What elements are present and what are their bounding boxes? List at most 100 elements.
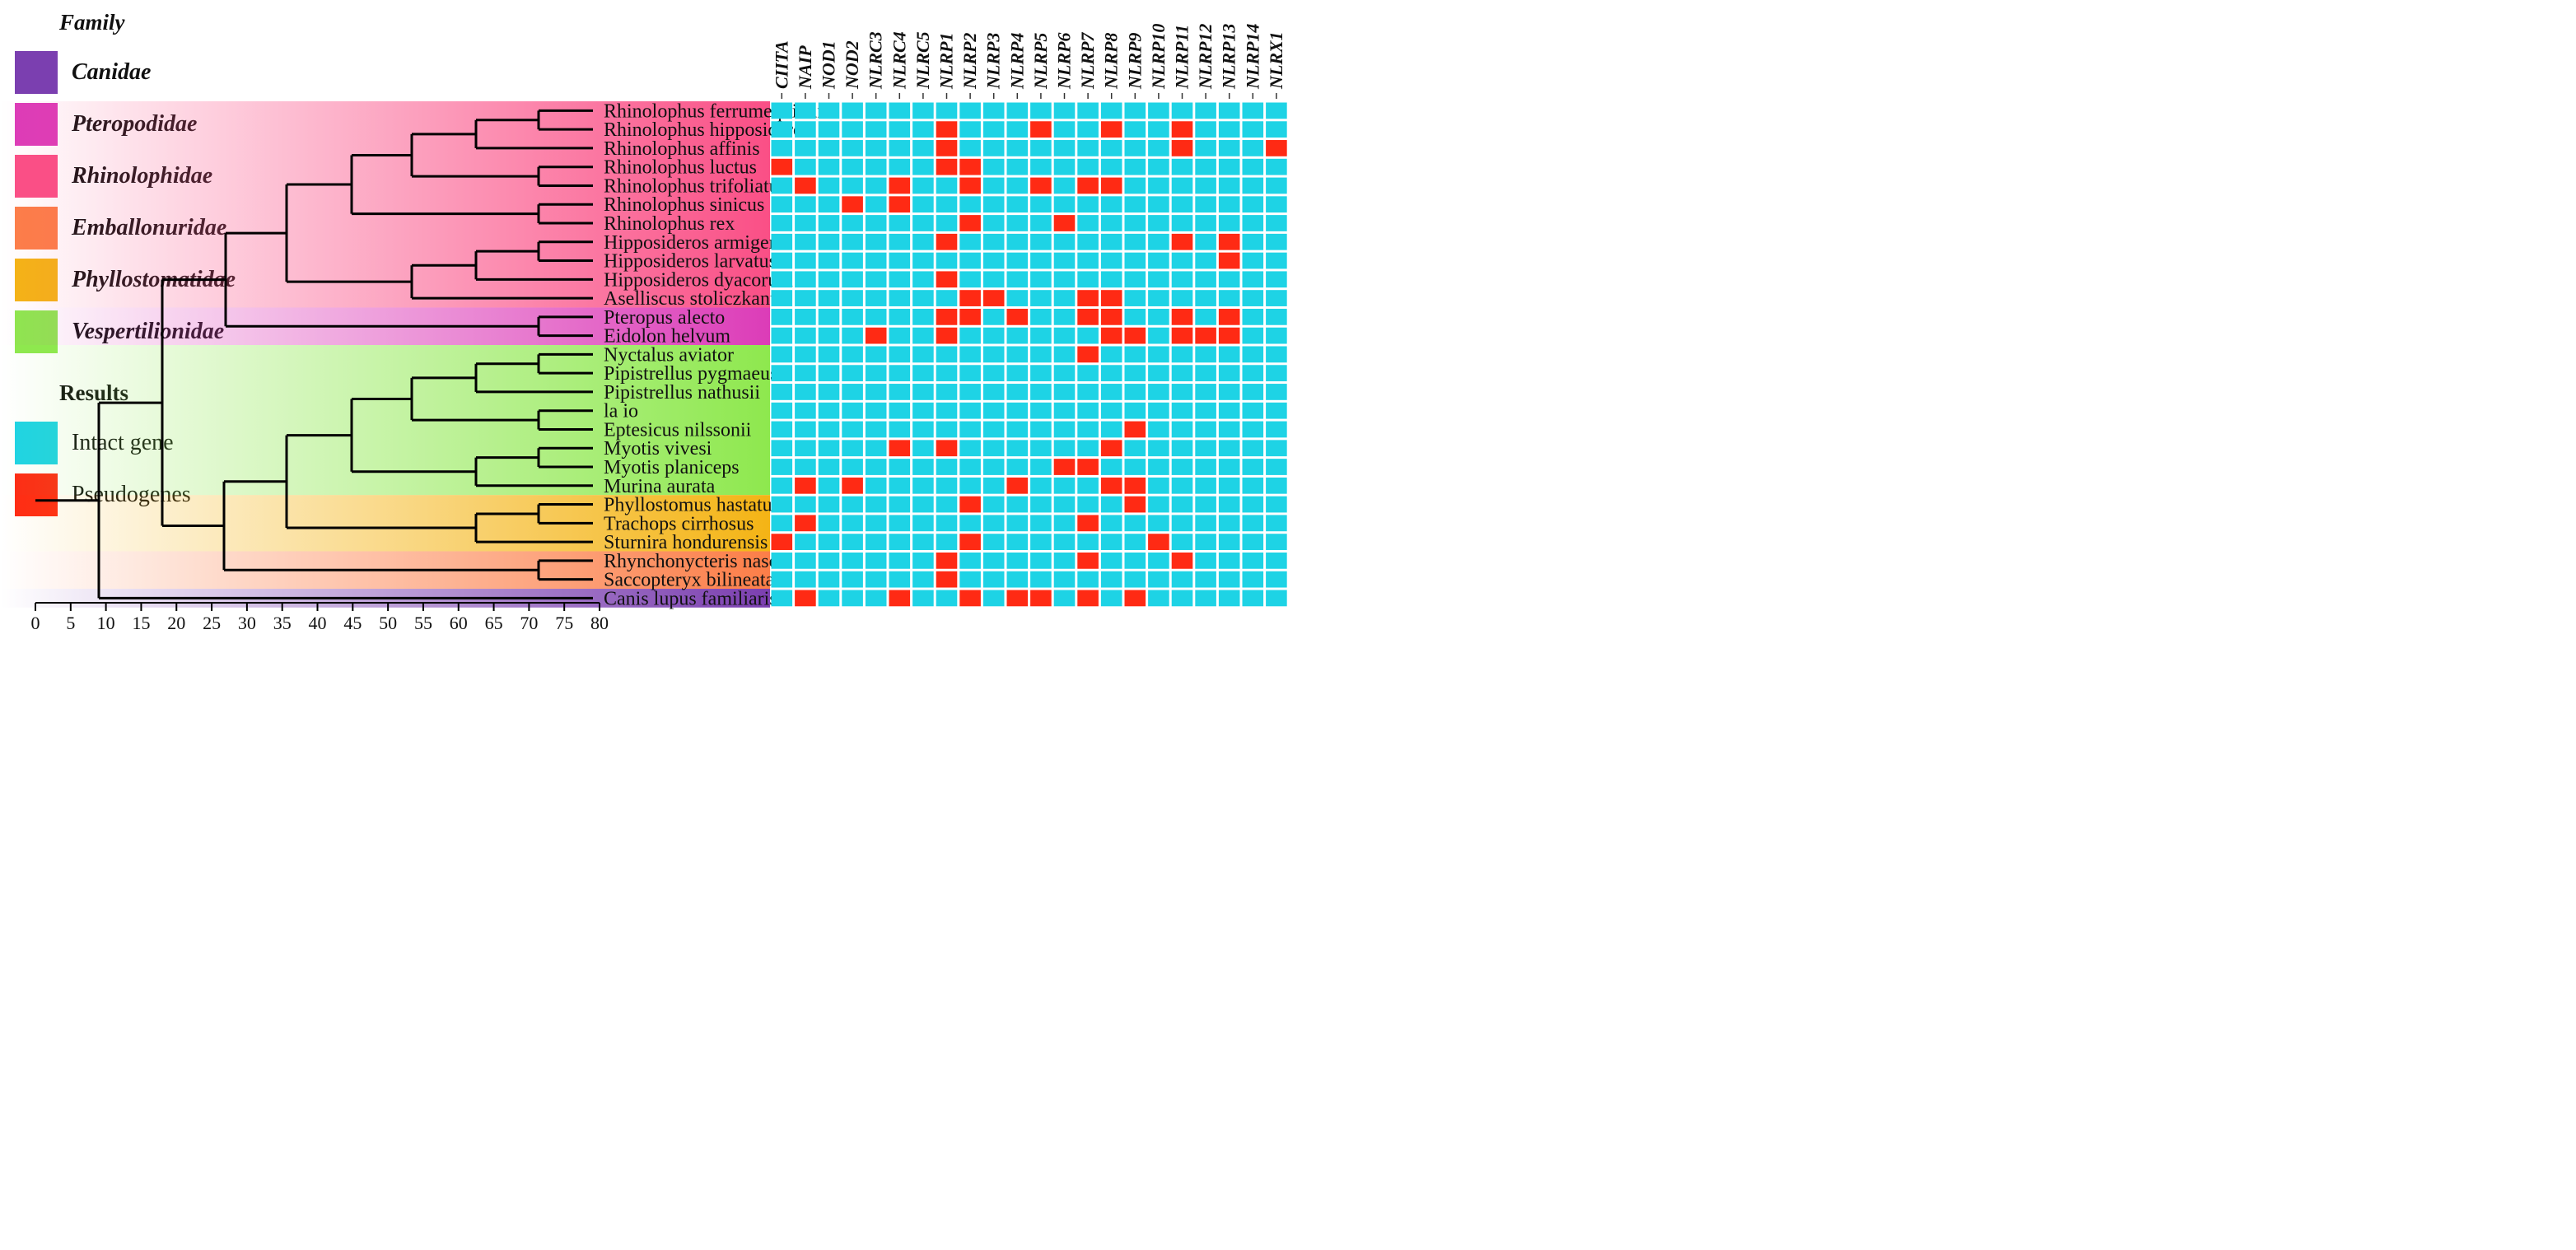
- heatmap-cell-intact: [1218, 571, 1240, 588]
- gene-label: CIITA: [771, 40, 791, 89]
- heatmap-cell-intact: [771, 421, 793, 438]
- heatmap-cell-intact: [865, 571, 887, 588]
- heatmap-cell-intact: [1100, 552, 1122, 569]
- heatmap-cell-intact: [771, 271, 793, 288]
- heatmap-cell-intact: [865, 552, 887, 569]
- heatmap-cell-pseudogene: [1077, 290, 1099, 306]
- heatmap-cell-intact: [818, 477, 840, 494]
- heatmap-cell-intact: [771, 327, 793, 344]
- heatmap-cell-intact: [1006, 140, 1029, 156]
- heatmap-cell-intact: [795, 421, 816, 438]
- heatmap-cell-pseudogene: [771, 158, 793, 175]
- heatmap-cell-intact: [1030, 459, 1052, 475]
- heatmap-cell-intact: [1053, 365, 1076, 382]
- heatmap-cell-intact: [1100, 421, 1122, 438]
- axis-tick-label: 15: [132, 613, 150, 633]
- heatmap-cell-intact: [1171, 590, 1193, 607]
- heatmap-cell-intact: [1124, 158, 1146, 175]
- heatmap-cell-intact: [982, 534, 1005, 550]
- heatmap-cell-pseudogene: [1124, 590, 1146, 607]
- heatmap-cell-pseudogene: [936, 440, 958, 457]
- heatmap-cell-intact: [889, 496, 911, 513]
- legend-label-vespertilionidae: Vespertilionidae: [72, 319, 225, 344]
- heatmap-cell-intact: [1006, 534, 1029, 550]
- heatmap-cell-intact: [912, 515, 934, 532]
- heatmap-cell-intact: [912, 308, 934, 325]
- heatmap-cell-intact: [912, 327, 934, 344]
- heatmap-cell-intact: [1242, 196, 1264, 213]
- heatmap-cell-intact: [1077, 158, 1099, 175]
- heatmap-cell-intact: [889, 534, 911, 550]
- heatmap-cell-pseudogene: [1100, 327, 1122, 344]
- heatmap-cell-intact: [842, 215, 863, 231]
- heatmap-cell-pseudogene: [959, 158, 981, 175]
- heatmap-cell-intact: [1148, 515, 1169, 532]
- heatmap-cell-intact: [865, 290, 887, 306]
- heatmap-cell-intact: [865, 402, 887, 419]
- heatmap-cell-pseudogene: [959, 290, 981, 306]
- heatmap-cell-intact: [1100, 571, 1122, 588]
- heatmap-cell-intact: [959, 140, 981, 156]
- heatmap-cell-intact: [912, 215, 934, 231]
- heatmap-cell-intact: [1242, 534, 1264, 550]
- heatmap-cell-intact: [1242, 121, 1264, 138]
- legend-label-pseudogenes: Pseudogenes: [72, 482, 191, 507]
- heatmap-cell-intact: [865, 496, 887, 513]
- heatmap-cell-pseudogene: [1171, 308, 1193, 325]
- heatmap-cell-intact: [1195, 384, 1216, 400]
- heatmap-cell-intact: [912, 402, 934, 419]
- heatmap-cell-pseudogene: [1030, 177, 1052, 194]
- heatmap-cell-intact: [1124, 102, 1146, 119]
- heatmap-cell-intact: [771, 365, 793, 382]
- heatmap-cell-intact: [842, 534, 863, 550]
- legend-label-intact-gene: Intact gene: [72, 430, 174, 455]
- legend-swatch-vespertilionidae: [15, 310, 58, 353]
- heatmap-cell-intact: [1077, 402, 1099, 419]
- heatmap-cell-intact: [818, 515, 840, 532]
- heatmap-cell-intact: [1148, 571, 1169, 588]
- heatmap-cell-pseudogene: [1100, 440, 1122, 457]
- heatmap-cell-pseudogene: [936, 552, 958, 569]
- heatmap-cell-intact: [1266, 327, 1287, 344]
- heatmap-cell-pseudogene: [795, 590, 816, 607]
- heatmap-cell-intact: [1124, 515, 1146, 532]
- heatmap-cell-pseudogene: [1077, 308, 1099, 325]
- axis-tick-label: 75: [555, 613, 573, 633]
- heatmap-cell-intact: [1242, 552, 1264, 569]
- heatmap-cell-intact: [1124, 290, 1146, 306]
- heatmap-cell-intact: [1171, 215, 1193, 231]
- heatmap-cell-intact: [936, 365, 958, 382]
- heatmap-cell-intact: [1195, 177, 1216, 194]
- species-label: Myotis vivesi: [604, 438, 712, 459]
- heatmap-cell-pseudogene: [889, 440, 911, 457]
- heatmap-cell-intact: [1148, 346, 1169, 363]
- heatmap-cell-intact: [1053, 590, 1076, 607]
- heatmap-cell-pseudogene: [936, 121, 958, 138]
- heatmap-cell-intact: [1218, 158, 1240, 175]
- heatmap-cell-intact: [795, 308, 816, 325]
- heatmap-cell-pseudogene: [1006, 477, 1029, 494]
- heatmap-cell-intact: [1218, 121, 1240, 138]
- heatmap-cell-intact: [1053, 552, 1076, 569]
- heatmap-cell-intact: [912, 440, 934, 457]
- heatmap-cell-intact: [1030, 252, 1052, 269]
- heatmap-cell-intact: [936, 515, 958, 532]
- axis-tick-label: 25: [203, 613, 221, 633]
- heatmap-cell-intact: [1242, 384, 1264, 400]
- heatmap-cell-intact: [1053, 308, 1076, 325]
- heatmap-cell-pseudogene: [771, 534, 793, 550]
- heatmap-cell-intact: [1077, 102, 1099, 119]
- heatmap-cell-intact: [1077, 477, 1099, 494]
- axis-tick-label: 20: [167, 613, 185, 633]
- heatmap-cell-intact: [912, 552, 934, 569]
- heatmap-cell-intact: [1053, 102, 1076, 119]
- heatmap-cell-pseudogene: [1218, 327, 1240, 344]
- heatmap-cell-intact: [795, 158, 816, 175]
- heatmap-cell-intact: [1242, 271, 1264, 288]
- heatmap-cell-intact: [771, 215, 793, 231]
- time-axis: 0 5 10 15 20 25 30 35 40 45 50 55 60 65 70 75 80: [31, 602, 609, 633]
- heatmap-cell-intact: [1171, 496, 1193, 513]
- heatmap-cell-intact: [1148, 308, 1169, 325]
- heatmap-cell-intact: [1148, 440, 1169, 457]
- legend-swatch-pseudogenes: [15, 473, 58, 516]
